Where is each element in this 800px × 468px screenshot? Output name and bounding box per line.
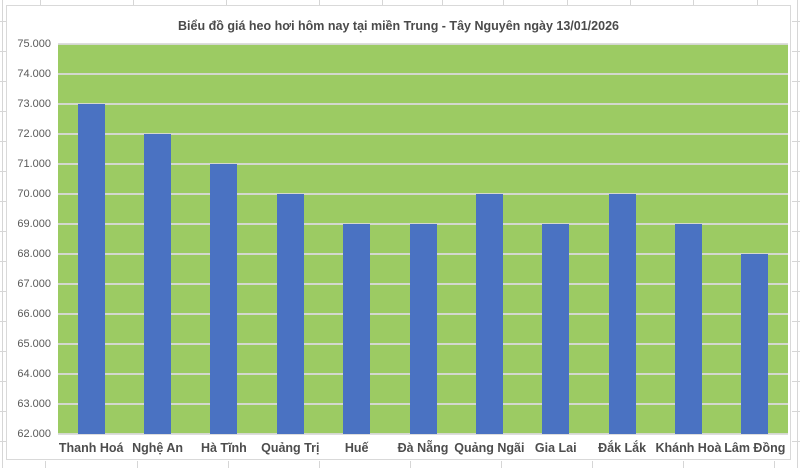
- gridline: [58, 73, 788, 75]
- sheet-gridline: [757, 0, 758, 5]
- sheet-gridline: [0, 21, 6, 22]
- sheet-gridline: [137, 461, 138, 468]
- sheet-gridline: [228, 461, 229, 468]
- sheet-gridline: [319, 461, 320, 468]
- sheet-gridline: [0, 51, 6, 52]
- sheet-gridline: [0, 81, 6, 82]
- bar-nghệ-an[interactable]: [144, 134, 172, 434]
- gridline: [58, 193, 788, 195]
- x-tick-label: Quảng Trị: [261, 441, 320, 455]
- sheet-gridline: [501, 461, 502, 468]
- y-tick-label: 65.000: [17, 338, 51, 350]
- bar-lâm-đồng[interactable]: [741, 254, 769, 434]
- x-tick-label: Khánh Hoà: [655, 441, 722, 455]
- sheet-gridline: [792, 201, 800, 202]
- y-tick-label: 71.000: [17, 158, 51, 170]
- bar-khánh-hoà[interactable]: [674, 224, 702, 434]
- x-tick-label: Quảng Ngãi: [454, 441, 525, 455]
- sheet-gridline: [792, 381, 800, 382]
- sheet-gridline: [0, 141, 6, 142]
- sheet-gridline: [133, 0, 134, 5]
- sheet-gridline: [792, 351, 800, 352]
- sheet-gridline: [0, 231, 6, 232]
- y-tick-label: 69.000: [17, 218, 51, 230]
- plot-area[interactable]: [58, 43, 788, 435]
- y-tick-label: 75.000: [17, 38, 51, 50]
- x-tick-label: Đà Nẵng: [397, 441, 449, 455]
- y-tick-label: 72.000: [17, 128, 51, 140]
- sheet-gridline: [792, 231, 800, 232]
- chart-title: Biểu đồ giá heo hơi hôm nay tại miền Tru…: [178, 19, 619, 33]
- bar-đà-nẵng[interactable]: [409, 224, 437, 434]
- sheet-gridline: [797, 0, 798, 468]
- gridline: [58, 103, 788, 105]
- sheet-gridline: [792, 21, 800, 22]
- sheet-gridline: [319, 0, 320, 5]
- gridline: [58, 433, 788, 435]
- bar-quảng-ngãi[interactable]: [475, 194, 503, 434]
- chart-canvas[interactable]: Biểu đồ giá heo hơi hôm nay tại miền Tru…: [6, 5, 791, 460]
- gridline: [58, 133, 788, 135]
- bar-đắk-lắk[interactable]: [608, 194, 636, 434]
- y-tick-label: 68.000: [17, 248, 51, 260]
- sheet-gridline: [792, 171, 800, 172]
- sheet-gridline: [45, 461, 46, 468]
- sheet-gridline: [0, 381, 6, 382]
- sheet-gridline: [774, 461, 775, 468]
- sheet-gridline: [0, 351, 6, 352]
- sheet-gridline: [792, 321, 800, 322]
- x-tick-label: Lâm Đồng: [724, 441, 786, 455]
- sheet-gridline: [792, 51, 800, 52]
- sheet-gridline: [792, 261, 800, 262]
- sheet-gridline: [503, 0, 504, 5]
- x-tick-label: Hà Tĩnh: [200, 441, 247, 455]
- bar-quảng-trị[interactable]: [276, 194, 304, 434]
- sheet-gridline: [592, 461, 593, 468]
- y-tick-label: 70.000: [17, 188, 51, 200]
- sheet-gridline: [410, 461, 411, 468]
- x-tick-label: Huế: [344, 441, 369, 455]
- sheet-gridline: [792, 141, 800, 142]
- y-tick-label: 64.000: [17, 368, 51, 380]
- y-tick-label: 63.000: [17, 398, 51, 410]
- sheet-gridline: [792, 411, 800, 412]
- gridline: [58, 163, 788, 165]
- sheet-gridline: [0, 171, 6, 172]
- y-tick-label: 62.000: [17, 428, 51, 440]
- sheet-gridline: [0, 111, 6, 112]
- x-tick-label: Thanh Hoá: [58, 441, 124, 455]
- y-tick-label: 66.000: [17, 308, 51, 320]
- y-tick-label: 73.000: [17, 98, 51, 110]
- bar-huế[interactable]: [343, 224, 371, 434]
- sheet-gridline: [792, 81, 800, 82]
- bar-hà-tĩnh[interactable]: [210, 164, 238, 434]
- y-tick-label: 67.000: [17, 278, 51, 290]
- gridline: [58, 43, 788, 45]
- sheet-gridline: [567, 0, 568, 5]
- sheet-gridline: [382, 0, 383, 5]
- x-tick-label: Đắk Lắk: [598, 441, 647, 455]
- y-tick-label: 74.000: [17, 68, 51, 80]
- x-tick-label: Nghệ An: [132, 441, 183, 455]
- sheet-gridline: [0, 291, 6, 292]
- sheet-gridline: [683, 461, 684, 468]
- sheet-gridline: [0, 411, 6, 412]
- bar-gia-lai[interactable]: [542, 224, 570, 434]
- sheet-gridline: [442, 0, 443, 5]
- sheet-gridline: [792, 111, 800, 112]
- sheet-gridline: [792, 291, 800, 292]
- sheet-gridline: [0, 321, 6, 322]
- sheet-gridline: [2, 0, 3, 468]
- sheet-gridline: [0, 201, 6, 202]
- sheet-gridline: [40, 0, 41, 5]
- sheet-gridline: [226, 0, 227, 5]
- sheet-gridline: [0, 441, 6, 442]
- sheet-gridline: [0, 261, 6, 262]
- sheet-gridline: [792, 441, 800, 442]
- sheet-gridline: [693, 0, 694, 5]
- bar-thanh-hoá[interactable]: [77, 104, 105, 434]
- sheet-gridline: [630, 0, 631, 5]
- x-tick-label: Gia Lai: [534, 441, 577, 455]
